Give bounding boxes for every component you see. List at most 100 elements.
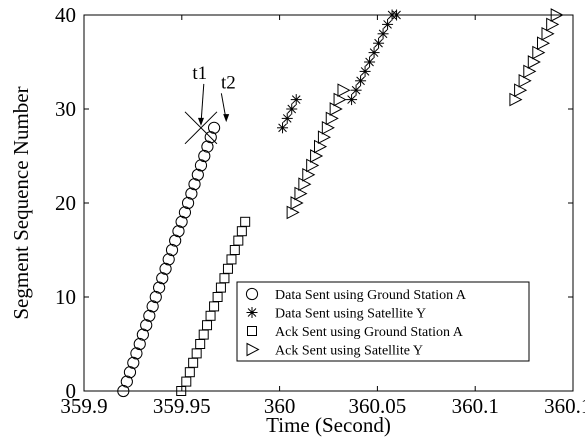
data-point xyxy=(120,375,133,388)
legend-marker xyxy=(246,342,260,357)
y-axis-label: Segment Sequence Number xyxy=(9,86,33,319)
annotation-label: t1 xyxy=(192,63,207,84)
data-point xyxy=(195,339,206,349)
data-point xyxy=(130,347,143,360)
data-point xyxy=(277,122,289,134)
data-point xyxy=(546,17,560,32)
data-point xyxy=(201,140,214,153)
data-point xyxy=(550,8,564,22)
annotation-label: t2 xyxy=(221,72,236,93)
data-point xyxy=(377,28,389,40)
data-point xyxy=(198,329,209,340)
data-point xyxy=(236,226,247,237)
series-asterisk xyxy=(277,9,403,134)
data-point xyxy=(532,45,546,60)
data-point xyxy=(310,149,324,163)
data-point xyxy=(368,47,380,59)
annotation-arrow xyxy=(200,83,205,124)
data-point xyxy=(509,92,523,107)
x-tick-label: 359.9 xyxy=(60,394,107,418)
series-square xyxy=(176,216,251,396)
legend-entry: Data Sent using Ground Station A xyxy=(245,287,467,303)
data-point xyxy=(165,243,179,257)
data-point xyxy=(302,167,316,182)
data-point xyxy=(240,216,251,227)
data-point xyxy=(536,36,551,51)
data-point xyxy=(219,273,230,284)
y-tick-label: 40 xyxy=(55,3,76,27)
data-point xyxy=(373,37,385,49)
data-point xyxy=(541,26,555,41)
data-point xyxy=(359,65,371,77)
legend-label: Ack Sent using Ground Station A xyxy=(275,325,464,340)
legend-marker xyxy=(247,326,257,336)
legend-entry: Data Sent using Satellite Y xyxy=(246,307,426,322)
data-point xyxy=(514,83,528,98)
data-point xyxy=(176,386,187,396)
data-point xyxy=(191,348,202,359)
data-point xyxy=(133,337,146,351)
annotation-t1: t1 xyxy=(192,63,207,126)
legend-entry: Ack Sent using Ground Station A xyxy=(247,325,464,340)
x-tick-label: 360.05 xyxy=(349,394,407,418)
arrow-head xyxy=(197,117,204,126)
data-point xyxy=(306,158,320,173)
data-point xyxy=(298,177,312,192)
data-point xyxy=(325,111,339,126)
data-point xyxy=(382,18,394,30)
y-tick-label: 10 xyxy=(55,285,76,309)
data-point xyxy=(527,55,541,69)
data-point xyxy=(162,253,175,266)
data-point xyxy=(215,282,226,293)
legend-entry: Ack Sent using Satellite Y xyxy=(246,342,423,359)
data-point xyxy=(314,139,328,154)
legend-marker xyxy=(246,307,258,318)
data-point xyxy=(209,301,220,312)
data-point xyxy=(178,206,192,219)
data-point xyxy=(127,356,140,369)
data-point xyxy=(188,357,199,368)
data-point xyxy=(140,319,153,332)
data-point xyxy=(184,367,195,378)
data-point xyxy=(149,290,162,304)
data-point xyxy=(523,64,537,79)
data-point xyxy=(156,272,169,285)
legend-label: Data Sent using Ground Station A xyxy=(275,288,467,303)
data-point xyxy=(169,234,182,247)
data-point xyxy=(204,131,217,144)
data-point xyxy=(286,103,298,115)
data-point xyxy=(123,366,137,379)
data-point xyxy=(229,245,240,255)
legend-label: Ack Sent using Satellite Y xyxy=(275,344,423,359)
annotation-cross xyxy=(184,111,218,145)
series-circle xyxy=(117,121,221,398)
data-point xyxy=(202,320,213,331)
y-tick-label: 20 xyxy=(55,191,76,215)
legend-marker xyxy=(245,287,259,301)
data-point xyxy=(212,292,223,302)
legend-label: Data Sent using Satellite Y xyxy=(275,307,426,322)
data-point xyxy=(207,121,221,134)
data-point xyxy=(518,73,532,88)
x-tick-label: 359.95 xyxy=(153,394,211,418)
y-tick-label: 0 xyxy=(66,379,77,403)
data-point xyxy=(346,94,358,106)
data-point xyxy=(136,328,149,341)
data-point xyxy=(198,149,211,163)
data-point xyxy=(153,281,166,294)
data-point xyxy=(181,196,195,210)
data-point xyxy=(191,168,204,181)
data-point xyxy=(146,300,159,313)
data-point xyxy=(175,215,188,228)
x-tick-label: 360.15 xyxy=(544,394,585,418)
data-point xyxy=(281,112,293,124)
data-point xyxy=(350,84,362,96)
x-tick-label: 360.1 xyxy=(452,394,499,418)
data-point xyxy=(286,205,300,220)
data-point xyxy=(185,187,198,200)
y-tick-label: 30 xyxy=(55,97,76,121)
data-point xyxy=(333,92,347,107)
data-point xyxy=(391,9,403,21)
data-point xyxy=(317,130,331,145)
